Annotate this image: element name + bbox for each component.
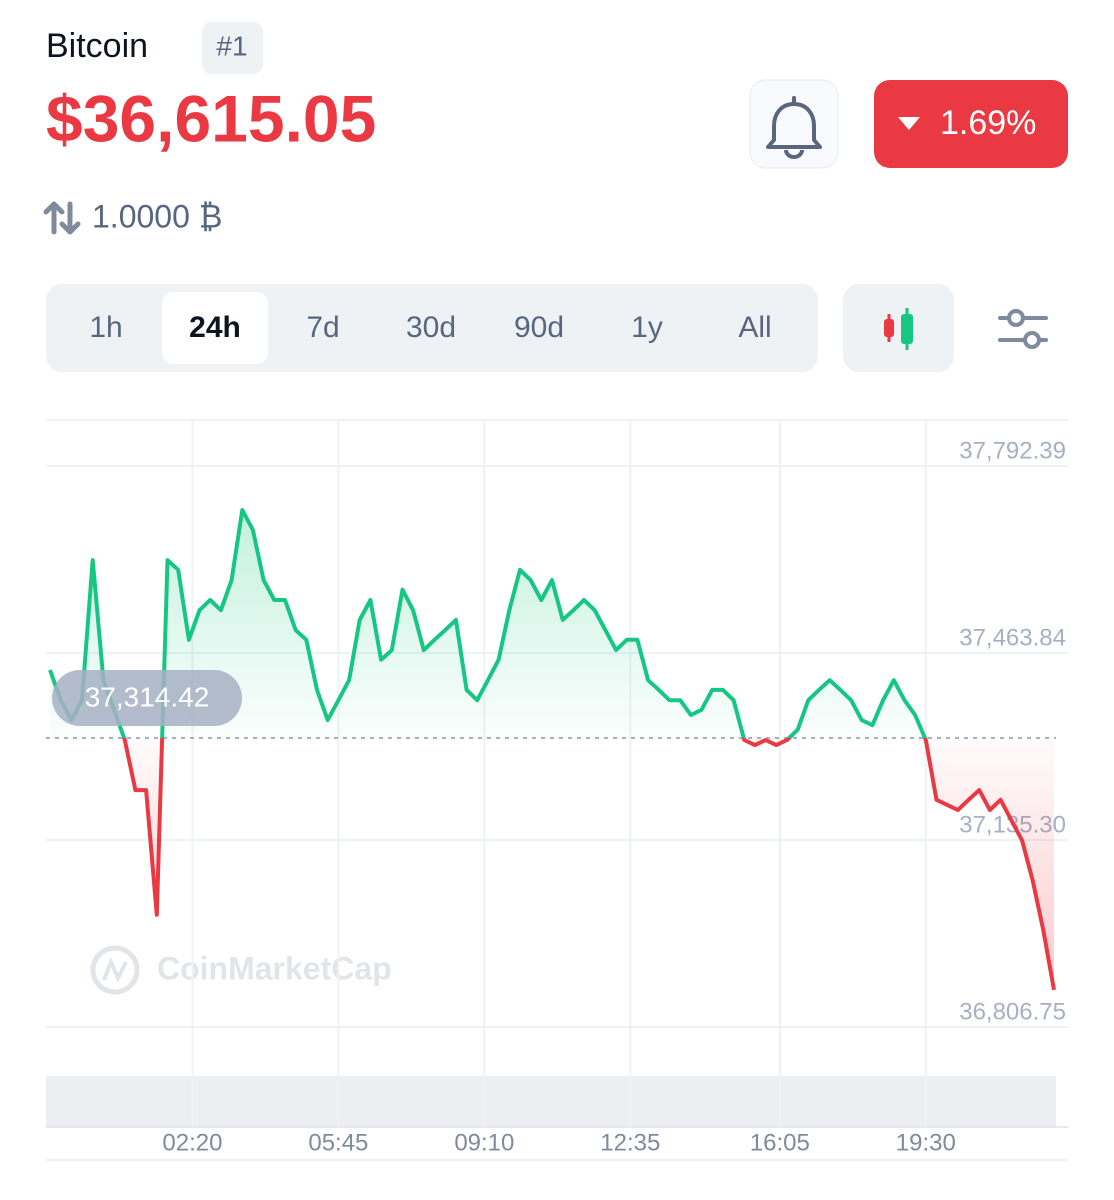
x-tick-label: 02:20 xyxy=(162,1129,222,1156)
y-tick-label: 37,792.39 xyxy=(959,437,1066,464)
rank-badge xyxy=(202,22,263,74)
volume-area xyxy=(46,1076,1056,1126)
slider-knob xyxy=(1007,309,1025,327)
coin-name: Bitcoin xyxy=(46,27,148,65)
timeframe-tab[interactable]: 1h xyxy=(89,311,122,344)
settings-button[interactable] xyxy=(998,309,1048,349)
down-triangle xyxy=(898,117,920,130)
timeframe-tab[interactable]: 90d xyxy=(514,311,564,344)
x-tick-label: 16:05 xyxy=(750,1129,810,1156)
amount: 1.0000 ₿ xyxy=(92,198,222,234)
candle-green xyxy=(901,314,913,344)
chart-type-bg[interactable] xyxy=(843,284,954,372)
y-tick-label: 36,806.75 xyxy=(959,998,1066,1025)
plot: 37,314.42 xyxy=(46,508,1056,991)
arrow-up xyxy=(43,201,65,235)
timeframe-tab[interactable]: 1y xyxy=(631,311,663,344)
timeframe-tab[interactable]: 7d xyxy=(306,311,339,344)
baseline-label: 37,314.42 xyxy=(85,681,210,712)
chart-type-button[interactable] xyxy=(843,284,954,372)
timeframe-tabs: 1h 24h 7d 30d 90d 1y All xyxy=(89,292,772,364)
watermark-logo xyxy=(90,945,140,995)
x-tick-label: 19:30 xyxy=(896,1129,956,1156)
x-tick-label: 12:35 xyxy=(600,1129,660,1156)
rank: #1 xyxy=(216,30,247,61)
watermark-logo-mark xyxy=(102,956,128,983)
price-line xyxy=(48,508,1056,991)
watermark: CoinMarketCap xyxy=(90,945,392,995)
tab-selected-bg[interactable] xyxy=(162,292,268,364)
price: $36,615.05 xyxy=(46,81,376,155)
alert-button[interactable] xyxy=(749,79,839,169)
x-tick-label: 05:45 xyxy=(308,1129,368,1156)
swap-icon xyxy=(43,201,81,235)
baseline-pill xyxy=(52,670,242,727)
y-tick-label: 37,463.84 xyxy=(959,624,1066,651)
timeframe-tab[interactable]: 24h xyxy=(189,311,241,344)
slider-knob xyxy=(1023,331,1041,349)
change-badge[interactable]: 1.69% xyxy=(874,80,1068,168)
arrow-down xyxy=(59,201,81,235)
area xyxy=(50,510,1054,990)
candle-red xyxy=(884,319,894,337)
watermark-text: CoinMarketCap xyxy=(157,950,392,986)
x-tick-label: 09:10 xyxy=(454,1129,514,1156)
change-badge-bg[interactable] xyxy=(874,80,1068,168)
bell-icon xyxy=(766,102,822,159)
timeframe-tab[interactable]: All xyxy=(738,311,771,344)
timeframe-tab[interactable]: 30d xyxy=(406,311,456,344)
change: 1.69% xyxy=(940,104,1036,142)
alert-button-bg[interactable] xyxy=(749,79,839,169)
